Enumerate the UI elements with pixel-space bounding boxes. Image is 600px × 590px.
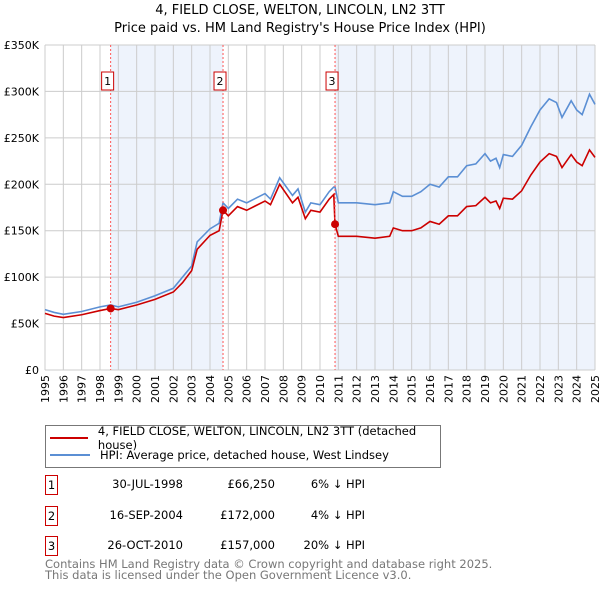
- x-tick-label: 2002: [167, 375, 180, 403]
- sale-point: [106, 304, 115, 313]
- legend-label: HPI: Average price, detached house, West…: [100, 448, 389, 462]
- sale-point: [219, 206, 228, 215]
- x-tick-label: 2015: [406, 375, 419, 403]
- x-tick-label: 2010: [314, 375, 327, 403]
- x-tick-label: 1998: [94, 375, 107, 403]
- x-tick-label: 2009: [296, 375, 309, 403]
- sale-price: £172,000: [220, 508, 275, 522]
- sale-row: 3 26-OCT-2010 £157,000 20% ↓ HPI: [45, 536, 445, 556]
- sale-point: [331, 220, 340, 229]
- sale-date: 26-OCT-2010: [107, 538, 183, 552]
- y-tick-label: £250K: [4, 132, 40, 145]
- x-tick-label: 2008: [277, 375, 290, 403]
- legend-swatch: [50, 454, 90, 456]
- x-tick-label: 2018: [461, 375, 474, 403]
- subtitle-line: Price paid vs. HM Land Registry's House …: [114, 21, 486, 36]
- sale-label-box: [325, 71, 339, 91]
- sale-label: 3: [329, 75, 336, 88]
- x-tick-label: 2017: [442, 375, 455, 403]
- shaded-period: [110, 45, 224, 370]
- x-tick-label: 1997: [76, 375, 89, 403]
- x-tick-label: 2014: [387, 375, 400, 403]
- x-tick-label: 2021: [516, 375, 529, 403]
- sale-hpi-diff: 4% ↓ HPI: [310, 508, 365, 522]
- x-tick-label: 2011: [332, 375, 345, 403]
- x-tick-label: 2006: [241, 375, 254, 403]
- y-tick-label: £200K: [4, 178, 40, 191]
- y-tick-label: £0: [25, 364, 39, 377]
- footer-line: This data is licensed under the Open Gov…: [45, 568, 412, 582]
- sale-label: 2: [217, 75, 224, 88]
- sale-hpi-diff: 20% ↓ HPI: [303, 538, 365, 552]
- sale-date: 30-JUL-1998: [112, 477, 183, 491]
- x-tick-label: 1995: [39, 375, 52, 403]
- x-tick-label: 2013: [369, 375, 382, 403]
- sale-price: £157,000: [220, 538, 275, 552]
- x-tick-label: 2024: [571, 375, 584, 403]
- sale-price: £66,250: [227, 477, 275, 491]
- sale-label: 1: [104, 75, 111, 88]
- sale-label-box: [213, 71, 227, 91]
- x-tick-label: 2023: [552, 375, 565, 403]
- x-tick-label: 2007: [259, 375, 272, 403]
- x-tick-label: 2004: [204, 375, 217, 403]
- legend-swatch: [50, 437, 88, 439]
- sale-label-box: [101, 71, 115, 91]
- x-tick-label: 2025: [589, 375, 600, 403]
- sale-date: 16-SEP-2004: [109, 508, 183, 522]
- y-tick-label: £100K: [4, 271, 40, 284]
- sale-marker-box: 1: [45, 475, 58, 495]
- legend-item-hpi: HPI: Average price, detached house, West…: [50, 447, 389, 463]
- sale-marker-box: 3: [45, 536, 58, 556]
- x-tick-label: 2020: [497, 375, 510, 403]
- x-tick-label: 2003: [186, 375, 199, 403]
- sale-marker-box: 2: [45, 506, 58, 526]
- legend-item-property: 4, FIELD CLOSE, WELTON, LINCOLN, LN2 3TT…: [50, 424, 440, 452]
- property-line: [44, 148, 596, 319]
- y-tick-label: £150K: [4, 225, 40, 238]
- price-chart: 1995 1996 1997 1998 1999 2000 2001 2002 2003 2004…: [4, 39, 600, 403]
- chart-title: 4, FIELD CLOSE, WELTON, LINCOLN, LN2 3TT…: [0, 2, 600, 38]
- sale-row: 1 30-JUL-1998 £66,250 6% ↓ HPI: [45, 475, 445, 495]
- footer: Contains HM Land Registry data © Crown c…: [45, 557, 493, 582]
- title-line: 4, FIELD CLOSE, WELTON, LINCOLN, LN2 3TT: [155, 3, 445, 18]
- hpi-line: [44, 92, 596, 316]
- y-tick-label: £300K: [4, 85, 40, 98]
- x-tick-label: 2019: [479, 375, 492, 403]
- x-tick-label: 2000: [131, 375, 144, 403]
- x-tick-label: 1999: [112, 375, 125, 403]
- x-tick-label: 2001: [149, 375, 162, 403]
- sale-hpi-diff: 6% ↓ HPI: [310, 477, 365, 491]
- sale-row: 2 16-SEP-2004 £172,000 4% ↓ HPI: [45, 506, 445, 526]
- x-tick-label: 2005: [222, 375, 235, 403]
- x-tick-label: 2012: [351, 375, 364, 403]
- x-tick-label: 1996: [57, 375, 70, 403]
- x-tick-label: 2016: [424, 375, 437, 403]
- x-tick-label: 2022: [534, 375, 547, 403]
- y-tick-label: £50K: [11, 318, 40, 331]
- legend: 4, FIELD CLOSE, WELTON, LINCOLN, LN2 3TT…: [45, 424, 441, 468]
- y-tick-label: £350K: [4, 39, 40, 52]
- legend-label: 4, FIELD CLOSE, WELTON, LINCOLN, LN2 3TT…: [97, 424, 417, 452]
- footer-line: Contains HM Land Registry data © Crown c…: [45, 557, 493, 571]
